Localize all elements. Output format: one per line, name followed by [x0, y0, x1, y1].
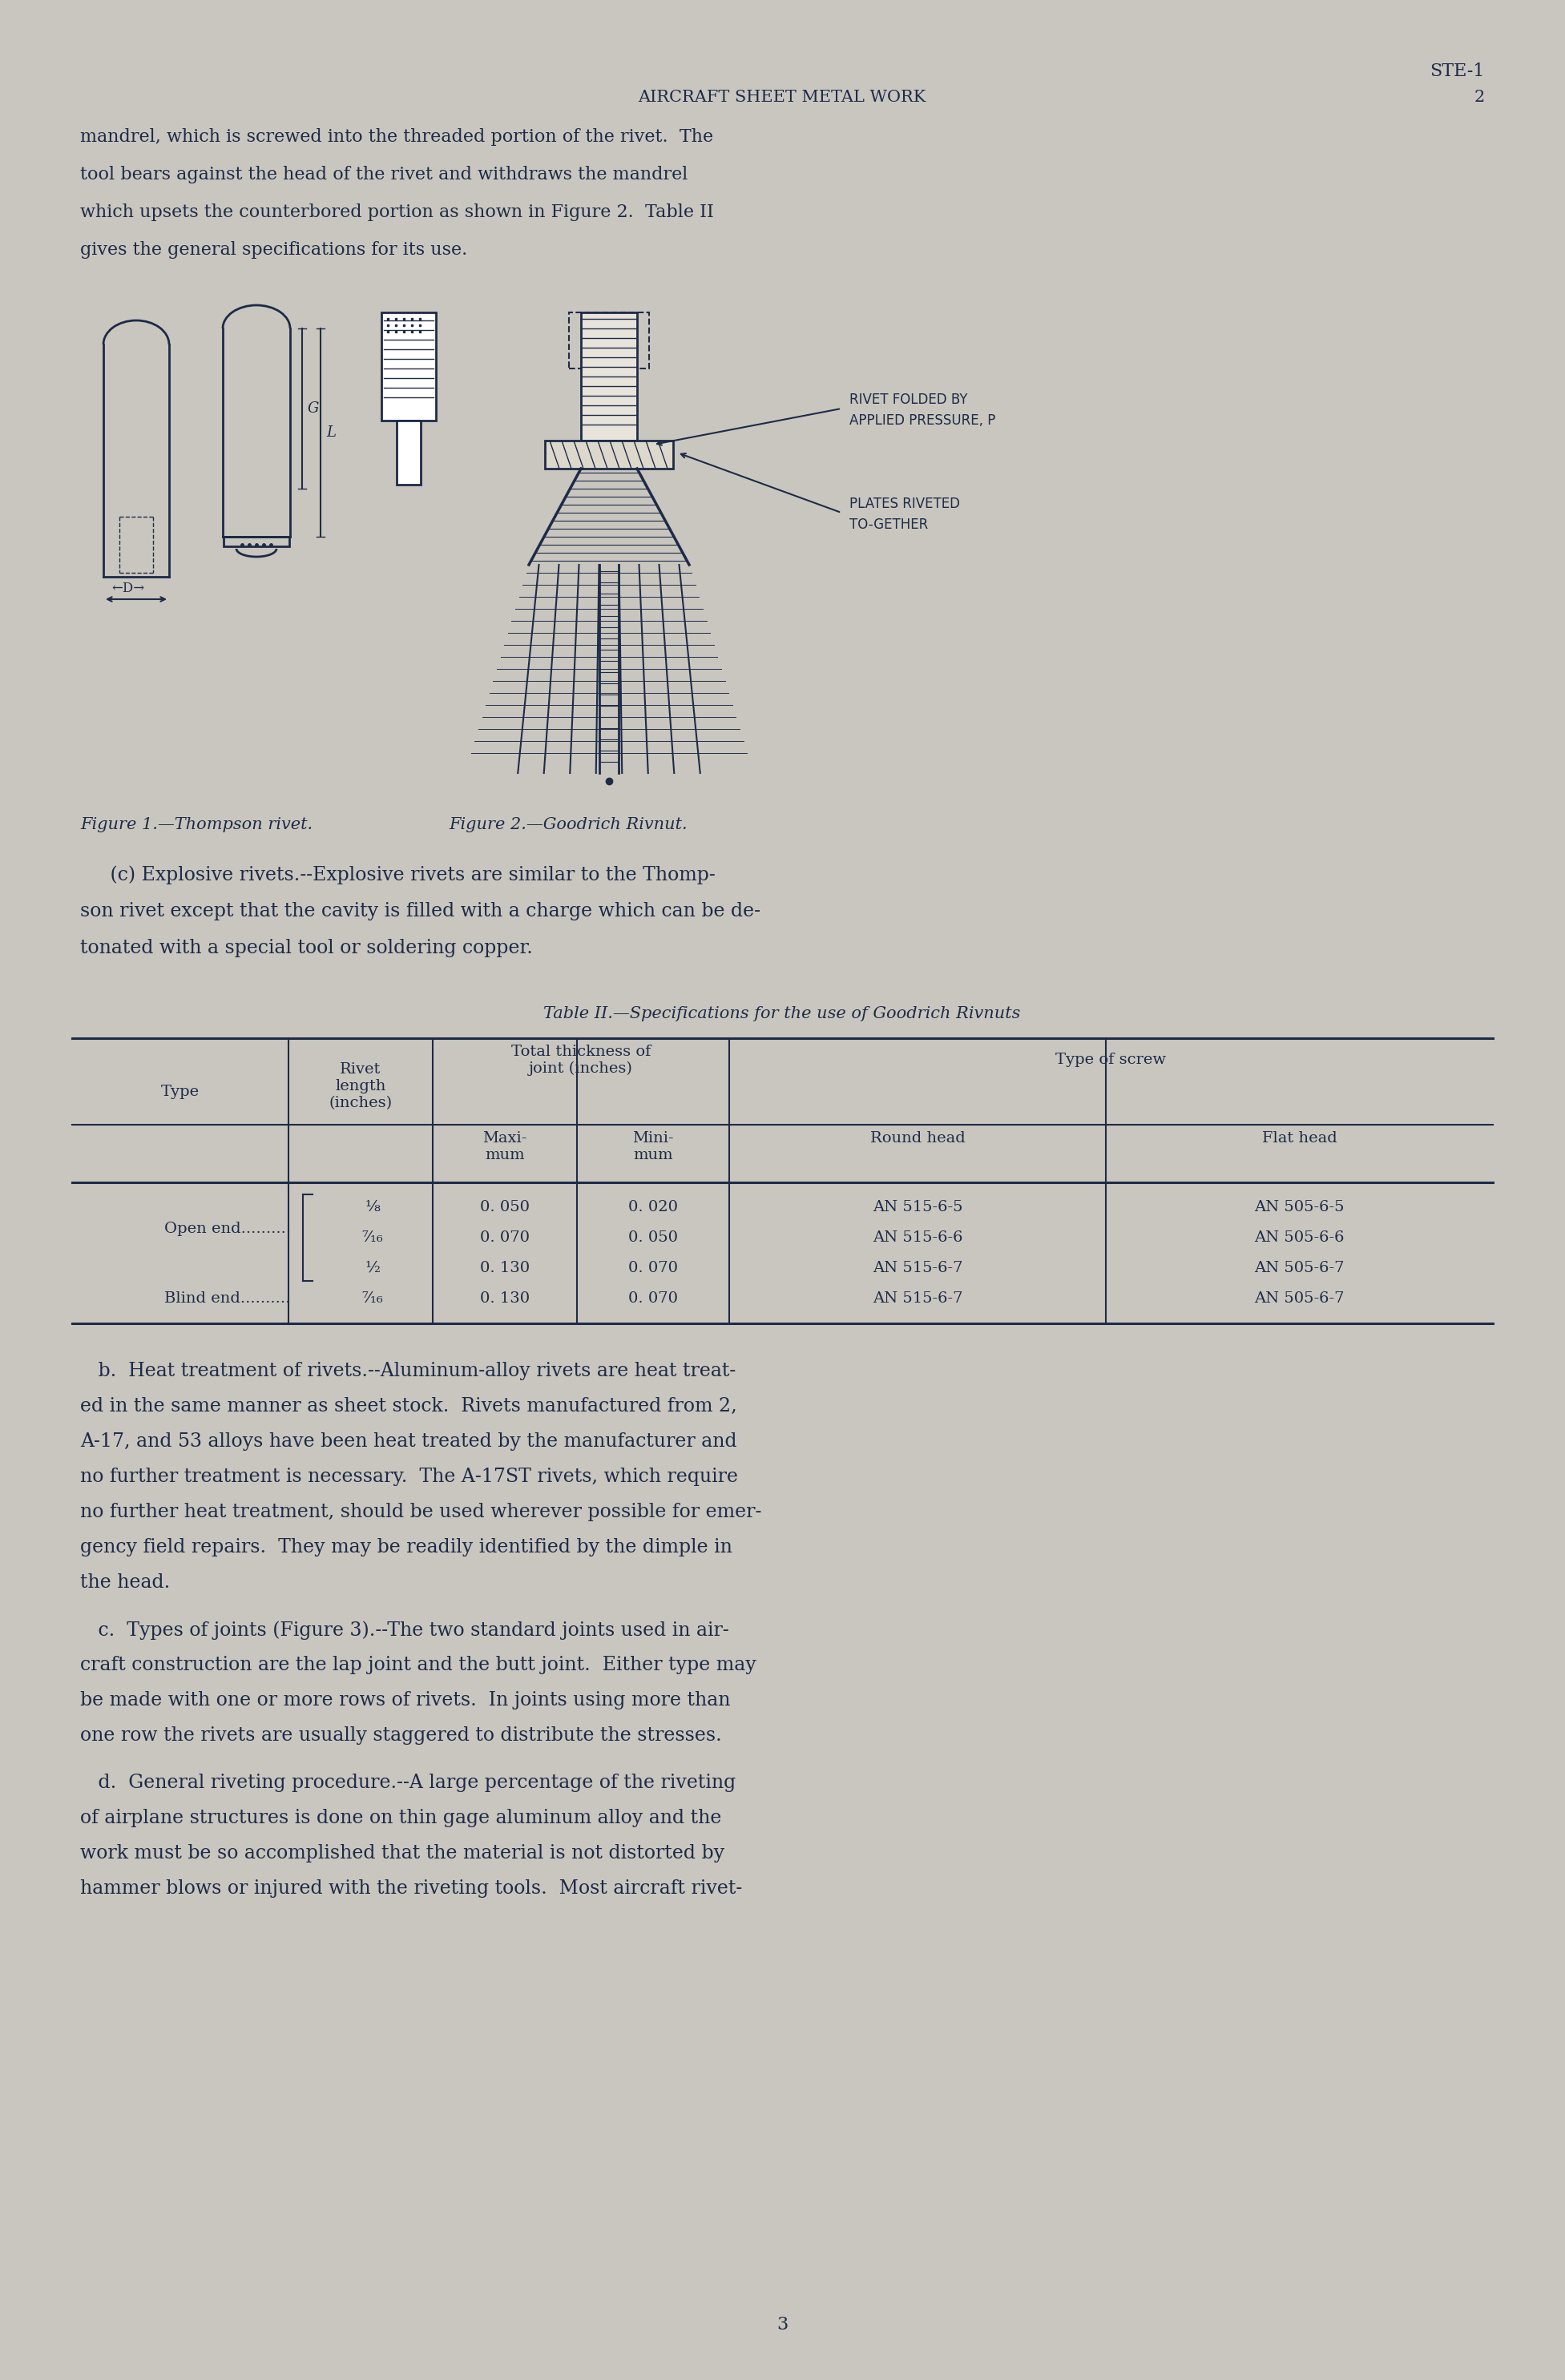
Text: no further treatment is necessary.  The A-17ST rivets, which require: no further treatment is necessary. The A… [80, 1468, 739, 1485]
Text: AN 505-6-7: AN 505-6-7 [1254, 1292, 1344, 1307]
Text: STE-1: STE-1 [1430, 62, 1485, 81]
Text: b.  Heat treatment of rivets.--Aluminum-alloy rivets are heat treat-: b. Heat treatment of rivets.--Aluminum-a… [80, 1361, 736, 1380]
Text: gency field repairs.  They may be readily identified by the dimple in: gency field repairs. They may be readily… [80, 1537, 732, 1557]
Text: ⅛: ⅛ [365, 1200, 380, 1214]
Bar [382, 312, 437, 421]
Text: c.  Types of joints (Figure 3).--The two standard joints used in air-: c. Types of joints (Figure 3).--The two … [80, 1621, 729, 1640]
Text: AN 505-6-6: AN 505-6-6 [1254, 1230, 1344, 1245]
Text: AN 515-6-5: AN 515-6-5 [872, 1200, 962, 1214]
Text: 3: 3 [776, 2316, 787, 2332]
Text: Flat head: Flat head [1261, 1130, 1337, 1145]
Text: AIRCRAFT SHEET METAL WORK: AIRCRAFT SHEET METAL WORK [639, 90, 926, 105]
Text: Total thickness of
joint (inches): Total thickness of joint (inches) [512, 1045, 651, 1076]
Text: work must be so accomplished that the material is not distorted by: work must be so accomplished that the ma… [80, 1845, 725, 1864]
Text: PLATES RIVETED: PLATES RIVETED [850, 497, 959, 512]
Text: 0. 070: 0. 070 [480, 1230, 529, 1245]
Text: 0. 070: 0. 070 [628, 1261, 678, 1276]
Text: craft construction are the lap joint and the butt joint.  Either type may: craft construction are the lap joint and… [80, 1656, 756, 1673]
Text: one row the rivets are usually staggered to distribute the stresses.: one row the rivets are usually staggered… [80, 1726, 721, 1745]
Text: 0. 130: 0. 130 [480, 1261, 529, 1276]
Text: AN 515-6-6: AN 515-6-6 [872, 1230, 962, 1245]
Text: G: G [308, 402, 319, 416]
Text: of airplane structures is done on thin gage aluminum alloy and the: of airplane structures is done on thin g… [80, 1809, 721, 1828]
Text: hammer blows or injured with the riveting tools.  Most aircraft rivet-: hammer blows or injured with the rivetin… [80, 1880, 742, 1897]
Text: gives the general specifications for its use.: gives the general specifications for its… [80, 240, 468, 259]
Text: A-17, and 53 alloys have been heat treated by the manufacturer and: A-17, and 53 alloys have been heat treat… [80, 1433, 737, 1452]
Text: be made with one or more rows of rivets.  In joints using more than: be made with one or more rows of rivets.… [80, 1692, 731, 1709]
Text: no further heat treatment, should be used wherever possible for emer-: no further heat treatment, should be use… [80, 1502, 762, 1521]
Bar [581, 312, 637, 440]
Text: 0. 130: 0. 130 [480, 1292, 529, 1307]
Text: Figure 1.—Thompson rivet.: Figure 1.—Thompson rivet. [80, 816, 313, 833]
Text: ←D→: ←D→ [111, 581, 144, 595]
Bar [396, 421, 421, 486]
Text: TO-GETHER: TO-GETHER [850, 516, 928, 531]
Text: Open end..........: Open end.......... [164, 1221, 291, 1235]
Text: AN 515-6-7: AN 515-6-7 [872, 1261, 962, 1276]
Text: tonated with a special tool or soldering copper.: tonated with a special tool or soldering… [80, 938, 532, 957]
Text: the head.: the head. [80, 1573, 171, 1592]
Text: APPLIED PRESSURE, P: APPLIED PRESSURE, P [850, 414, 995, 428]
Text: mandrel, which is screwed into the threaded portion of the rivet.  The: mandrel, which is screwed into the threa… [80, 129, 714, 145]
Text: Maxi-
mum: Maxi- mum [482, 1130, 527, 1161]
Text: 2: 2 [1474, 90, 1485, 105]
Text: Table II.—Specifications for the use of Goodrich Rivnuts: Table II.—Specifications for the use of … [543, 1007, 1020, 1021]
Text: d.  General riveting procedure.--A large percentage of the riveting: d. General riveting procedure.--A large … [80, 1773, 736, 1792]
Text: 0. 050: 0. 050 [628, 1230, 678, 1245]
Text: which upsets the counterbored portion as shown in Figure 2.  Table II: which upsets the counterbored portion as… [80, 202, 714, 221]
Text: Blind end..........: Blind end.......... [164, 1292, 291, 1307]
Text: son rivet except that the cavity is filled with a charge which can be de-: son rivet except that the cavity is fill… [80, 902, 761, 921]
Text: Type: Type [161, 1085, 200, 1100]
Text: Mini-
mum: Mini- mum [632, 1130, 675, 1161]
Text: Round head: Round head [870, 1130, 966, 1145]
Bar [570, 312, 649, 369]
Text: (c) Explosive rivets.--Explosive rivets are similar to the Thomp-: (c) Explosive rivets.--Explosive rivets … [80, 866, 715, 883]
Text: 0. 020: 0. 020 [628, 1200, 678, 1214]
Bar [545, 440, 673, 469]
Bar [224, 538, 290, 547]
Text: ed in the same manner as sheet stock.  Rivets manufactured from 2,: ed in the same manner as sheet stock. Ri… [80, 1397, 737, 1416]
Text: L: L [326, 426, 336, 440]
Text: Rivet
length
(inches): Rivet length (inches) [329, 1061, 393, 1109]
Text: tool bears against the head of the rivet and withdraws the mandrel: tool bears against the head of the rivet… [80, 167, 689, 183]
Text: ⁷⁄₁₆: ⁷⁄₁₆ [362, 1292, 383, 1307]
Text: AN 515-6-7: AN 515-6-7 [872, 1292, 962, 1307]
Text: 0. 070: 0. 070 [628, 1292, 678, 1307]
Text: AN 505-6-5: AN 505-6-5 [1254, 1200, 1344, 1214]
Text: Figure 2.—Goodrich Rivnut.: Figure 2.—Goodrich Rivnut. [449, 816, 687, 833]
Text: AN 505-6-7: AN 505-6-7 [1254, 1261, 1344, 1276]
Text: Type of screw: Type of screw [1056, 1052, 1166, 1066]
Text: 0. 050: 0. 050 [480, 1200, 529, 1214]
Text: RIVET FOLDED BY: RIVET FOLDED BY [850, 393, 967, 407]
Text: ½: ½ [365, 1261, 380, 1276]
Text: ⁷⁄₁₆: ⁷⁄₁₆ [362, 1230, 383, 1245]
